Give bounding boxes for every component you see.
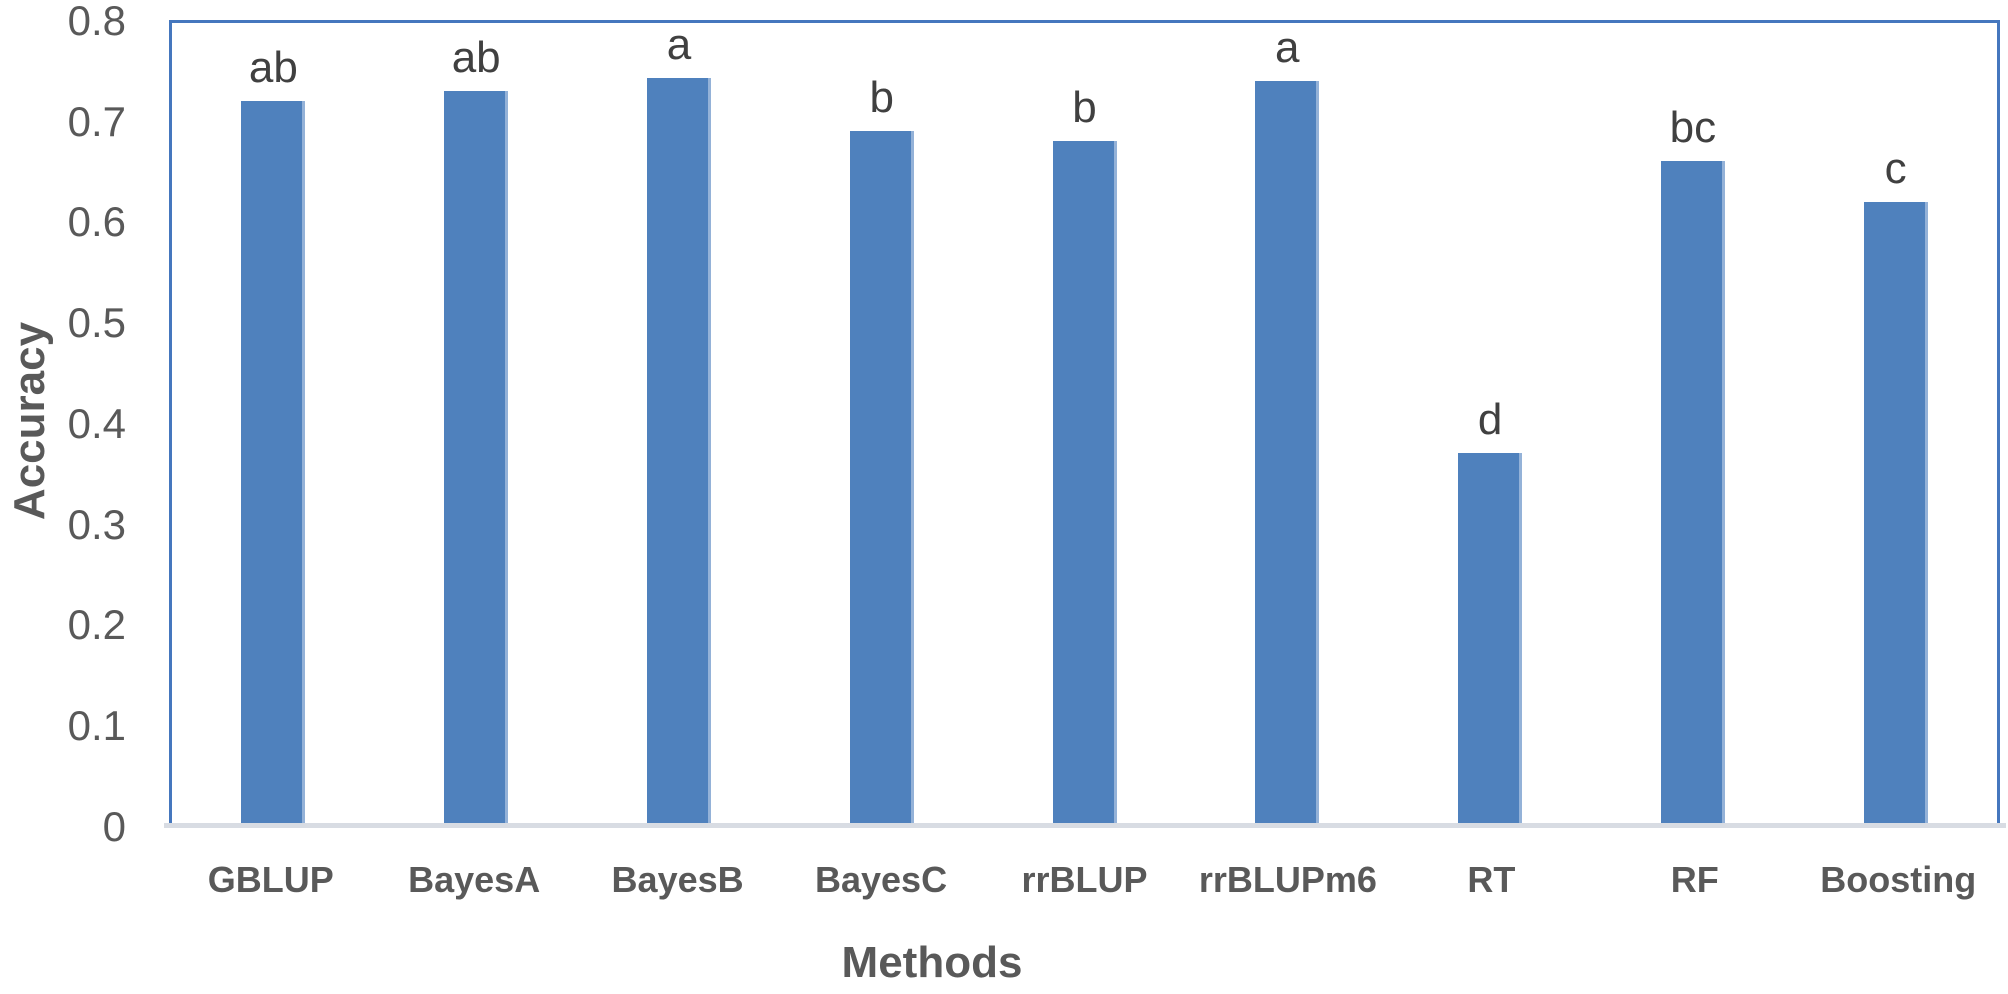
bar-bayesa xyxy=(444,91,509,826)
x-tick-label-bayesc: BayesC xyxy=(814,859,948,900)
x-tick-label-gblup: GBLUP xyxy=(207,859,334,900)
bar-gblup xyxy=(241,101,306,826)
y-tick-label-0.7: 0.7 xyxy=(67,98,126,145)
y-axis-tick-labels: 0.8 0.7 0.6 0.5 0.4 0.3 0.2 0.1 0 xyxy=(0,0,126,994)
y-tick-label-0.5: 0.5 xyxy=(67,299,126,346)
plot-area: ab ab a b b a d bc c xyxy=(169,20,2000,826)
bar-slot-rt: d xyxy=(1389,23,1592,826)
significance-letter-bayesb: a xyxy=(666,20,692,69)
bars-container: ab ab a b b a d bc c xyxy=(172,23,1997,826)
y-tick-label-0.3: 0.3 xyxy=(67,501,126,548)
y-tick-label-0: 0 xyxy=(102,803,126,850)
x-tick-label-boosting: Boosting xyxy=(1820,859,1977,900)
x-axis-title: Methods xyxy=(841,938,1023,987)
bar-slot-gblup: ab xyxy=(172,23,375,826)
bar-slot-rf: bc xyxy=(1591,23,1794,826)
significance-letter-rf: bc xyxy=(1669,103,1717,152)
bar-slot-rrblup: b xyxy=(983,23,1186,826)
significance-letter-gblup: ab xyxy=(248,43,298,92)
bar-rf xyxy=(1660,161,1725,826)
bar-bayesb xyxy=(646,78,711,826)
y-tick-label-0.8: 0.8 xyxy=(67,0,126,44)
x-tick-label-rrblupm6: rrBLUPm6 xyxy=(1198,859,1377,900)
bar-rrblup xyxy=(1052,141,1117,826)
significance-letter-rrblupm6: a xyxy=(1275,23,1300,72)
bar-slot-bayesb: a xyxy=(578,23,781,826)
x-tick-label-rf: RF xyxy=(1670,859,1719,900)
x-tick-label-rrblup: rrBLUP xyxy=(1021,859,1148,900)
bar-rrblupm6 xyxy=(1255,81,1320,826)
bar-slot-bayesa: ab xyxy=(375,23,578,826)
bar-slot-boosting: c xyxy=(1794,23,1997,826)
y-tick-label-0.2: 0.2 xyxy=(67,601,126,648)
x-tick-label-rt: RT xyxy=(1467,859,1516,900)
x-axis-line xyxy=(164,823,2006,828)
bar-rt xyxy=(1458,453,1523,826)
x-tick-label-bayesb: BayesB xyxy=(611,859,744,900)
bar-slot-bayesc: b xyxy=(780,23,983,826)
x-axis-tick-labels: GBLUP BayesA BayesB BayesC rrBLUP rrBLUPm6 RT R… xyxy=(169,857,2000,903)
significance-letter-boosting: c xyxy=(1884,144,1907,193)
bar-slot-rrblupm6: a xyxy=(1186,23,1389,826)
y-tick-label-0.1: 0.1 xyxy=(67,702,126,749)
y-tick-label-0.4: 0.4 xyxy=(67,400,126,447)
y-tick-label-0.6: 0.6 xyxy=(67,198,126,245)
significance-letter-rrblup: b xyxy=(1072,83,1097,132)
bar-bayesc xyxy=(849,131,914,826)
x-tick-label-bayesa: BayesA xyxy=(408,859,541,900)
significance-letter-rt: d xyxy=(1477,395,1503,444)
significance-letter-bayesc: b xyxy=(869,73,894,122)
significance-letter-bayesa: ab xyxy=(451,33,501,82)
bar-boosting xyxy=(1863,202,1928,826)
